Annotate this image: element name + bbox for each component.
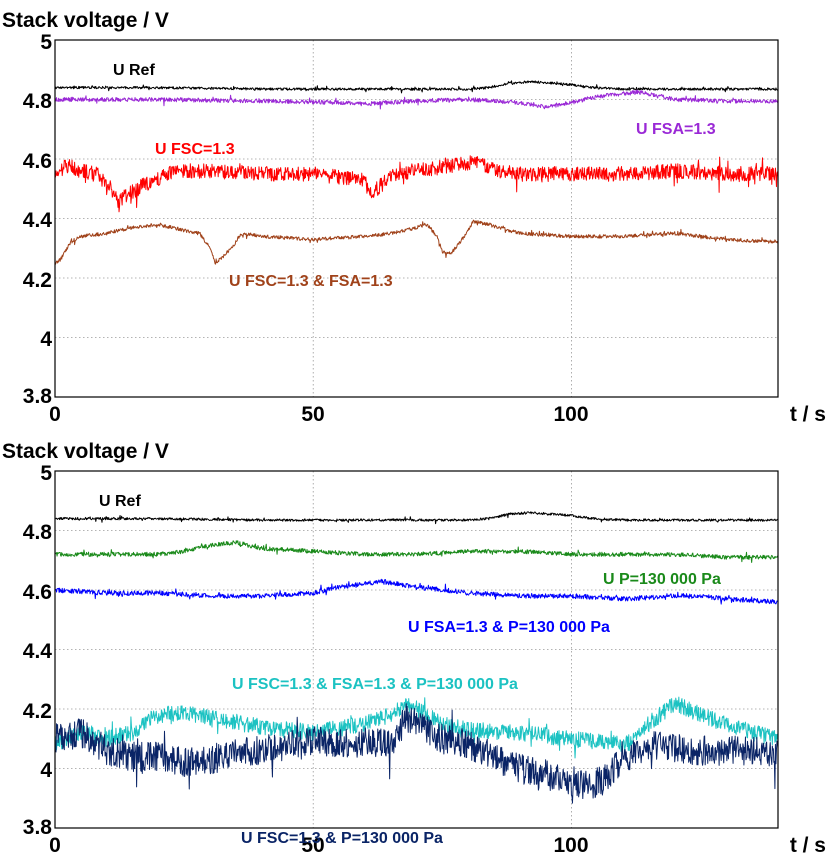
bottom-chart-panel: Stack voltage / V 3.8 4 4.2 4.4 4.6 4.8 … xyxy=(2,440,826,857)
top-series-label-fsa: U FSA=1.3 xyxy=(636,121,716,138)
bottom-series-label-ref: U Ref xyxy=(99,493,141,510)
series-line-u-fsc-1-3 xyxy=(54,155,779,213)
bottom-x-tick-label: 0 xyxy=(49,834,61,857)
series-line-u-fsc-1-3-fsa-1-3 xyxy=(54,219,779,265)
top-y-tick-label: 4.6 xyxy=(23,150,52,173)
top-y-tick-label: 3.8 xyxy=(23,385,53,408)
series-line-u-ref xyxy=(54,511,779,525)
bottom-x-tick-label: 100 xyxy=(553,834,588,857)
top-x-tick-label: 0 xyxy=(49,403,61,426)
top-y-tick-label: 4 xyxy=(40,328,52,351)
top-chart-grid xyxy=(55,40,778,397)
series-line-u-fsa-1-3 xyxy=(54,89,779,110)
bottom-series-label-fsc-p: U FSC=1.3 & P=130 000 Pa xyxy=(241,830,443,847)
bottom-y-tick-label: 4.2 xyxy=(23,700,52,723)
top-y-tick-label: 4.2 xyxy=(23,269,52,292)
bottom-y-tick-label: 4.4 xyxy=(23,640,53,663)
bottom-y-tick-label: 4.8 xyxy=(23,521,53,544)
top-series-label-ref: U Ref xyxy=(113,62,155,79)
bottom-chart-series xyxy=(54,511,779,804)
top-chart-xlabel: t / s xyxy=(790,403,826,426)
bottom-y-tick-label: 4 xyxy=(40,759,52,782)
bottom-y-tick-label: 5 xyxy=(40,462,52,485)
top-chart-panel: Stack voltage / V 3.8 4 4.2 4.4 4.6 4.8 … xyxy=(2,9,826,426)
top-series-label-fsc-fsa: U FSC=1.3 & FSA=1.3 xyxy=(229,273,393,290)
top-series-label-fsc: U FSC=1.3 xyxy=(155,141,235,158)
series-line-u-fsc-1-3-fsa-1-3-p-130-000-pa xyxy=(54,696,779,759)
bottom-series-label-fsa-p: U FSA=1.3 & P=130 000 Pa xyxy=(408,619,610,636)
top-y-tick-label: 5 xyxy=(40,31,52,54)
bottom-y-tick-label: 4.6 xyxy=(23,581,52,604)
top-chart-plot-frame xyxy=(54,39,779,398)
top-y-tick-label: 4.4 xyxy=(23,209,53,232)
bottom-chart-ylabel: Stack voltage / V xyxy=(2,440,169,463)
bottom-chart-plot-frame xyxy=(54,470,779,829)
series-line-u-fsc-1-3-p-130-000-pa xyxy=(54,703,779,804)
bottom-series-label-fsc-fsa-p: U FSC=1.3 & FSA=1.3 & P=130 000 Pa xyxy=(232,676,518,693)
bottom-y-tick-label: 3.8 xyxy=(23,816,53,839)
series-line-u-ref xyxy=(54,80,779,94)
top-y-tick-label: 4.8 xyxy=(23,90,53,113)
top-chart-series xyxy=(54,80,779,265)
bottom-series-label-p: U P=130 000 Pa xyxy=(603,571,721,588)
bottom-chart-xlabel: t / s xyxy=(790,834,826,857)
bottom-x-tick-label: 50 xyxy=(301,834,324,857)
series-line-u-fsa-1-3-p-130-000-pa xyxy=(55,578,779,605)
top-x-tick-label: 50 xyxy=(301,403,324,426)
top-x-tick-label: 100 xyxy=(553,403,588,426)
bottom-chart-grid xyxy=(55,471,778,828)
top-chart-ylabel: Stack voltage / V xyxy=(2,9,169,32)
series-line-u-p-130-000-pa xyxy=(54,540,779,563)
